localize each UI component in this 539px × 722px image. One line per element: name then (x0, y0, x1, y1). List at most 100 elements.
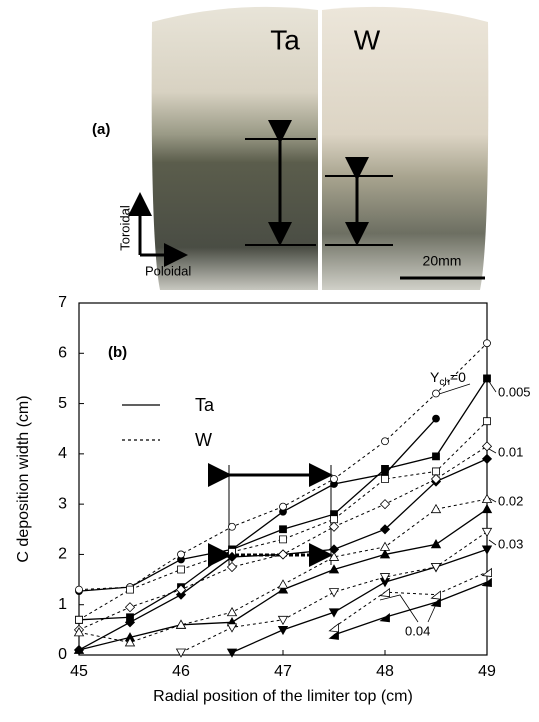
x-tick-label: 47 (274, 663, 292, 680)
axis-note: Poloidal (145, 263, 191, 278)
marker (177, 565, 185, 574)
marker (277, 625, 289, 636)
marker (481, 493, 493, 504)
scale-label: 20mm (423, 253, 462, 269)
x-tick-label: 46 (172, 663, 190, 680)
x-axis-label: Radial position of the limiter top (cm) (153, 688, 413, 705)
marker (379, 612, 390, 623)
y-tick-label: 1 (58, 596, 67, 613)
marker (432, 389, 440, 398)
marker (379, 549, 391, 559)
series-line (78, 420, 488, 621)
series-line (231, 548, 488, 654)
marker (226, 623, 238, 633)
marker (432, 467, 440, 476)
photo: (a) Ta W Toroidal Poloidal 20mm (92, 0, 489, 290)
axis-note: Toroidal (117, 205, 132, 251)
marker (279, 535, 287, 544)
annotation: 0.01 (498, 444, 523, 459)
marker (124, 637, 136, 647)
marker (481, 577, 492, 588)
marker (330, 515, 338, 524)
marker (277, 615, 289, 626)
marker (73, 644, 85, 654)
series-line (333, 581, 488, 636)
marker (279, 525, 287, 534)
x-tick-label: 45 (70, 663, 88, 680)
marker (228, 522, 236, 531)
marker (430, 539, 442, 549)
marker (481, 567, 492, 577)
panel-label: (b) (108, 344, 127, 361)
marker (481, 503, 493, 514)
x-tick-label: 48 (376, 663, 394, 680)
marker (379, 541, 391, 551)
marker (226, 551, 238, 563)
y-axis-label: C deposition width (cm) (15, 395, 32, 562)
marker (328, 588, 340, 598)
marker (75, 615, 83, 624)
marker (430, 597, 441, 608)
marker (126, 585, 134, 594)
legend-label: W (195, 430, 212, 450)
annotation: 0.005 (498, 384, 531, 399)
marker (328, 564, 340, 574)
marker (328, 608, 340, 618)
y-tick-label: 3 (58, 495, 67, 512)
marker (277, 579, 289, 589)
marker (430, 473, 442, 485)
marker (328, 551, 340, 561)
marker (73, 627, 85, 637)
marker (379, 587, 390, 598)
marker (379, 499, 391, 510)
y-tick-label: 6 (58, 345, 67, 362)
marker (483, 339, 491, 348)
photo-label: W (354, 24, 381, 55)
marker (328, 623, 339, 633)
marker (481, 545, 493, 555)
series-line (333, 571, 488, 628)
annotation: 0.03 (498, 536, 523, 551)
marker (481, 441, 493, 452)
marker (481, 453, 493, 464)
y-tick-label: 2 (58, 546, 67, 563)
y-tick-label: 0 (58, 646, 67, 663)
marker (430, 503, 442, 514)
marker (226, 561, 238, 573)
annotation: 0.02 (498, 493, 523, 508)
marker (124, 617, 136, 628)
y-tick-label: 7 (58, 294, 67, 311)
marker (483, 374, 491, 383)
marker (226, 648, 238, 658)
plot-frame (78, 302, 488, 656)
marker (432, 452, 440, 461)
y-tick-label: 5 (58, 395, 67, 412)
marker (279, 502, 287, 511)
marker (175, 619, 187, 629)
photo-label: Ta (270, 24, 300, 55)
marker (379, 573, 391, 583)
chart: (b) Radial position of the limiter top (… (15, 294, 530, 705)
annotation: 0.04 (405, 623, 430, 638)
marker (483, 417, 491, 426)
legend-label: Ta (195, 395, 215, 415)
marker (381, 437, 389, 446)
x-tick-label: 49 (478, 663, 496, 680)
marker (175, 584, 187, 595)
marker (226, 606, 238, 617)
y-tick-label: 4 (58, 445, 67, 462)
marker (328, 521, 340, 532)
svg-text:Ych=0: Ych=0 (430, 369, 466, 388)
marker (177, 550, 185, 559)
marker (75, 585, 83, 594)
marker (430, 590, 441, 600)
marker (328, 630, 339, 640)
marker (379, 524, 391, 535)
marker (277, 584, 289, 594)
marker (481, 527, 493, 538)
marker (381, 465, 389, 473)
marker (175, 648, 187, 658)
marker (432, 414, 440, 423)
marker (381, 475, 389, 483)
